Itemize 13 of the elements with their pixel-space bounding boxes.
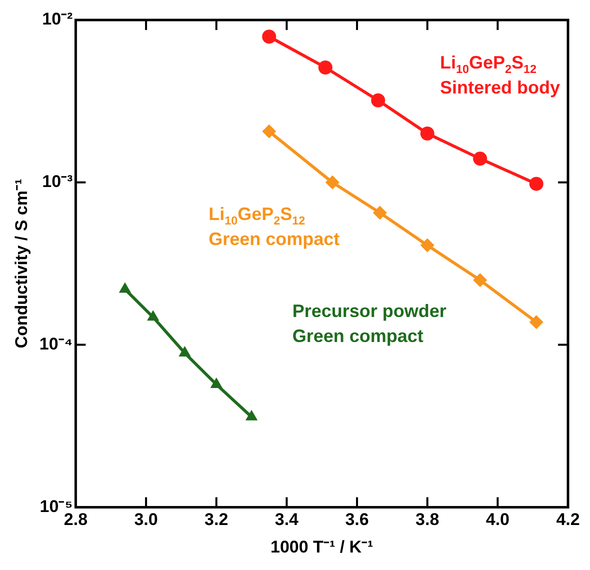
x-axis-title: 1000 T⁻¹ / K⁻¹ bbox=[270, 537, 374, 556]
y-tick-label: 10⁻² bbox=[42, 10, 74, 29]
y-tick-label: 10⁻³ bbox=[42, 172, 74, 192]
x-tick-label: 4.0 bbox=[486, 510, 510, 530]
x-tick-label: 3.6 bbox=[345, 510, 369, 530]
x-tick-label: 3.4 bbox=[274, 510, 300, 530]
text: Precursor powder Green compact bbox=[292, 301, 446, 346]
x-tick-label: 4.2 bbox=[556, 510, 580, 530]
x-tick-label: 3.2 bbox=[204, 510, 228, 530]
y-axis-title: Conductivity / S cm⁻¹ bbox=[12, 178, 31, 348]
y-tick-label: 10⁻⁴ bbox=[39, 334, 73, 354]
x-tick-label: 3.0 bbox=[134, 510, 158, 530]
x-tick-label: 3.8 bbox=[416, 510, 440, 530]
